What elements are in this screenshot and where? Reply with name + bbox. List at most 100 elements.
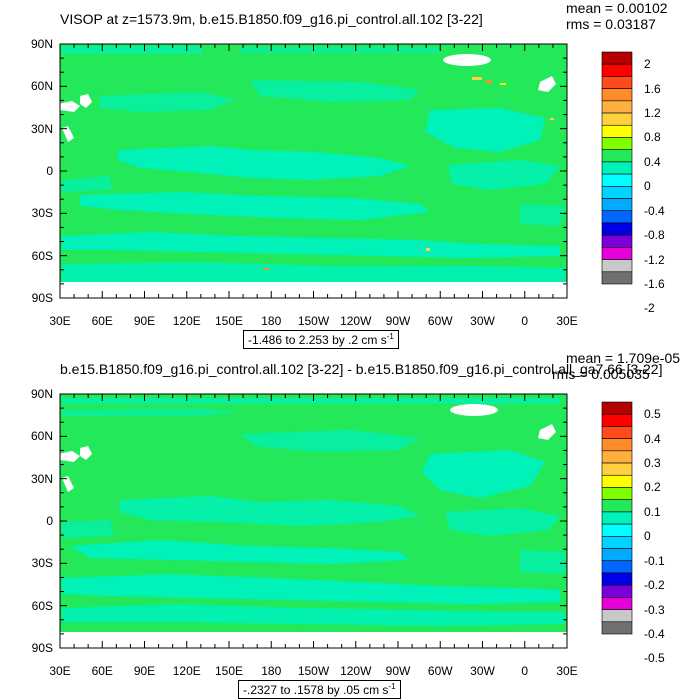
y-tick-label: 90N [30,37,53,51]
colorbar-swatch [601,487,633,500]
colorbar-swatch [601,247,633,260]
x-tick-label: 30W [470,314,495,328]
colorbar-swatch [601,450,633,464]
colorbar-label: 0.4 [644,431,661,446]
colorbar-swatch [601,198,633,212]
plot-title: b.e15.B1850.f09_g16.pi_control.all.102 [… [60,361,663,377]
colorbar-label: 0.5 [644,407,661,422]
x-tick-label: 90E [133,314,156,328]
x-tick-label: 30E [556,314,578,328]
colorbar-label: 0 [644,529,651,544]
colorbar-label: 0.2 [644,480,661,495]
colorbar-label: -0.4 [644,627,665,641]
colorbar-label: 0.3 [644,456,661,471]
colorbar-label: 0.4 [644,154,661,169]
y-tick-label: 0 [46,514,53,528]
x-tick-label: 120E [172,664,201,678]
x-tick-label: 60E [91,664,113,678]
colorbar-swatch [601,76,633,89]
contour-range-text: -.2327 to .1578 by .05 cm s [243,683,389,697]
colorbar-swatch [601,234,633,248]
x-tick-label: 120W [340,664,372,678]
colorbar-label: 0 [644,179,651,194]
y-tick-label: 30N [30,471,53,486]
colorbar-swatch [601,511,633,525]
colorbar-swatch [601,584,633,598]
colorbar-label: -0.1 [644,553,665,568]
contour-range-box: -.2327 to .1578 by .05 cm s-1 [238,680,401,699]
colorbar-swatch [601,499,633,513]
y-tick-label: 90S [31,641,53,655]
y-tick-label: 60N [30,429,53,444]
contour-range-text: -1.486 to 2.253 by .2 cm s [248,333,387,347]
colorbar-swatch [601,621,633,635]
rms-stat: rms = 0.03187 [566,16,656,32]
colorbar-swatch [601,63,633,77]
colorbar-swatch [601,523,633,537]
colorbar-swatch [601,100,633,114]
x-tick-label: 30E [556,664,578,678]
colorbar-swatch [601,161,633,175]
colorbar-label: -1.2 [644,252,665,267]
x-tick-label: 30E [49,664,71,678]
unit-exponent: -1 [386,332,394,341]
colorbar-label: 1.2 [644,106,661,121]
colorbar-swatch [601,474,633,488]
contour-range-box: -1.486 to 2.253 by .2 cm s-1 [243,330,399,349]
x-tick-label: 180 [261,664,282,678]
mean-stat: mean = 0.00102 [566,0,668,16]
colorbar-swatch [601,462,633,476]
colorbar-swatch [601,259,633,273]
colorbar-swatch [601,210,633,224]
x-tick-label: 60E [91,314,113,328]
colorbar-swatch [601,413,633,427]
x-tick-label: 60W [427,664,453,678]
x-tick-label: 120E [172,314,201,328]
colorbar-label: 1.6 [644,81,661,96]
land-mask-europe [538,76,556,92]
x-tick-label: 0 [521,664,529,678]
colorbar-swatch [601,426,633,439]
map-canvas [58,393,633,649]
unit-exponent: -1 [388,682,396,691]
colorbar-swatch [601,149,633,163]
negative-anomaly-regions [62,46,565,282]
colorbar-swatch [601,536,633,549]
map-canvas [58,43,633,299]
colorbar-label: -1.6 [644,277,665,291]
colorbar-label: -0.5 [644,651,665,666]
colorbar-label: 0.1 [644,504,661,519]
y-tick-label: 90S [31,291,53,305]
colorbar-label: -0.2 [644,578,665,593]
y-tick-label: 60S [31,598,53,613]
colorbar-swatch [601,88,633,102]
colorbar-swatch [601,548,633,562]
colorbar-swatch [601,438,633,452]
x-tick-label: 90W [385,664,411,678]
x-tick-label: 150E [214,314,244,328]
colorbar-label: -2 [644,301,655,316]
x-tick-label: 150W [297,664,330,678]
land-mask-arabia [58,101,80,112]
x-tick-label: 90E [133,664,156,678]
map-panel-bottom: b.e15.B1850.f09_g16.pi_control.all.102 [… [0,350,700,700]
colorbar-swatch [601,137,633,150]
y-tick-label: 90N [30,387,53,401]
colorbar-swatch [601,609,633,623]
y-tick-label: 30S [31,556,53,571]
y-tick-label: 30S [31,206,53,221]
colorbar-swatch [601,124,633,138]
x-tick-label: 0 [521,314,529,328]
x-tick-label: 180 [261,314,282,328]
colorbar-swatch [601,271,633,285]
land-mask-greenland [443,54,491,66]
x-tick-label: 120W [340,314,372,328]
land-mask-arabia [58,451,80,462]
land-mask-europe [538,424,556,440]
rms-stat: rms = 0.005035 [552,366,650,382]
colorbar-swatch [601,222,633,236]
x-tick-label: 150W [297,314,330,328]
colorbar-label: -0.3 [644,602,665,617]
x-tick-label: 90W [385,314,411,328]
y-tick-label: 30N [30,121,53,136]
